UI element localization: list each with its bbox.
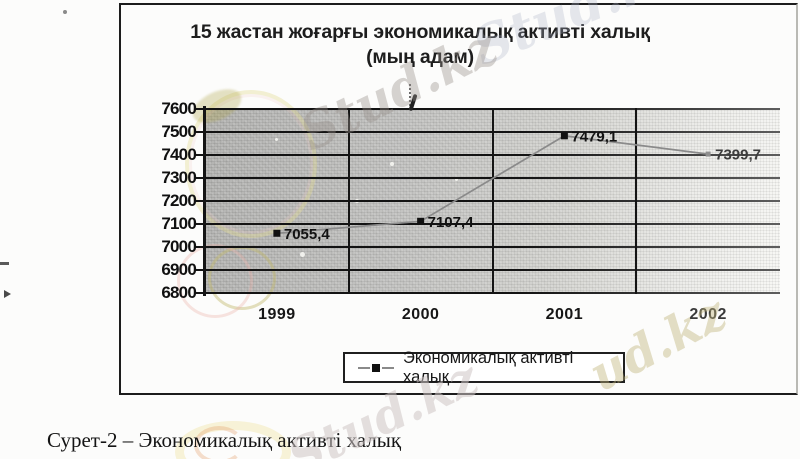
legend: Экономикалық активті халық bbox=[343, 349, 625, 386]
y-axis-tickmark bbox=[194, 154, 205, 156]
y-axis-tickmark bbox=[194, 292, 205, 294]
scan-mark bbox=[0, 262, 9, 265]
x-axis-tick-label: 2000 bbox=[401, 306, 440, 323]
scan-dust-speck bbox=[455, 178, 458, 181]
watermark-logo-bottom bbox=[175, 421, 291, 459]
data-point-label: 7479,1 bbox=[571, 128, 617, 145]
scan-speck bbox=[63, 10, 67, 14]
data-point-label: 7107,4 bbox=[428, 214, 475, 231]
y-axis-tickmark bbox=[194, 177, 205, 179]
y-axis-tickmark bbox=[194, 246, 205, 248]
y-axis-tick-label: 7400 bbox=[161, 145, 196, 164]
scan-dust-speck bbox=[390, 162, 394, 166]
data-point-marker bbox=[560, 132, 568, 140]
chart-title-line1: 15 жастан жоғарғы экономикалық активті х… bbox=[190, 21, 650, 43]
gridline-vertical bbox=[491, 108, 494, 294]
data-point-marker bbox=[417, 217, 425, 225]
y-axis-tick-label: 6900 bbox=[161, 260, 196, 279]
watermark-logo-ring bbox=[177, 244, 253, 318]
y-axis-tick-label: 7600 bbox=[161, 99, 196, 118]
data-series: 7055,4 7107,4 7479,1 7399,7 bbox=[273, 128, 761, 243]
gridline-vertical bbox=[635, 108, 638, 294]
data-point-marker bbox=[705, 151, 711, 157]
chart-title: 15 жастан жоғарғы экономикалық активті х… bbox=[140, 20, 700, 70]
y-axis-tickmark bbox=[194, 223, 205, 225]
plot-area bbox=[177, 82, 780, 318]
data-point-label: 7399,7 bbox=[715, 147, 761, 164]
figure-caption: Сурет-2 – Экономикалық активті халық bbox=[47, 428, 402, 452]
y-axis-tick-label: 7000 bbox=[161, 237, 196, 256]
x-axis-tick-label: 2001 bbox=[545, 306, 584, 323]
chart-title-line2: (мың адам) bbox=[366, 46, 474, 68]
y-axis-tick-label: 7300 bbox=[161, 168, 196, 187]
watermark-logo-ring bbox=[185, 90, 317, 238]
scan-dust-speck bbox=[275, 138, 278, 141]
y-axis-tick-label: 7200 bbox=[161, 191, 196, 210]
x-axis-tick-label: 1999 bbox=[258, 306, 296, 323]
y-axis-tick-label: 7500 bbox=[161, 122, 196, 141]
x-axis-tick-label: 2002 bbox=[689, 306, 727, 323]
y-axis-tickmark bbox=[194, 200, 205, 202]
series-line bbox=[276, 134, 709, 235]
legend-label: Экономикалық активті халық bbox=[403, 348, 574, 386]
scan-dust-speck bbox=[300, 252, 305, 257]
data-point-label: 7055,4 bbox=[284, 226, 331, 243]
legend-line-marker-icon bbox=[358, 363, 394, 372]
y-axis-tick-label: 6800 bbox=[161, 283, 196, 302]
gridline-vertical bbox=[347, 108, 350, 294]
data-point-marker bbox=[273, 229, 281, 237]
scan-mark bbox=[4, 290, 11, 298]
scan-dotted-line bbox=[409, 84, 411, 110]
y-axis-tick-label: 7100 bbox=[161, 214, 196, 233]
y-axis-tickmark bbox=[194, 131, 205, 133]
y-axis-tickmark bbox=[194, 108, 205, 110]
chart-frame bbox=[119, 3, 798, 395]
y-axis-tickmark bbox=[194, 269, 205, 271]
watermark-logo-arc bbox=[194, 426, 244, 459]
